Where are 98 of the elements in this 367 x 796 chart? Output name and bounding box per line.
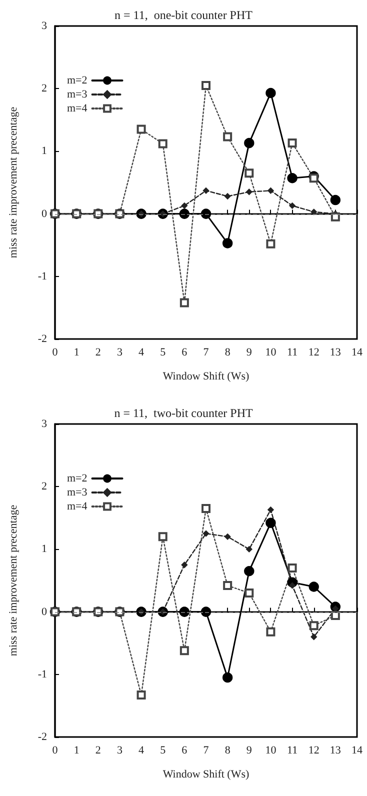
y-tick-label: 2 [42, 82, 47, 95]
y-tick-label: 3 [42, 20, 48, 32]
point [288, 138, 297, 148]
point [309, 174, 318, 183]
x-tick-label: 9 [246, 744, 252, 756]
point [180, 646, 189, 656]
point [310, 208, 317, 216]
x-axis-title: Window Shift (Ws) [162, 768, 250, 780]
x-tick-label: 0 [52, 346, 58, 358]
point [202, 188, 210, 194]
x-tick-label: 11 [286, 744, 298, 756]
point [246, 546, 252, 552]
point [223, 581, 232, 590]
x-tick-label: 10 [265, 744, 277, 756]
legend-label: m=3 [66, 486, 88, 498]
x-tick-label: 14 [352, 346, 363, 358]
x-tick-label: 4 [138, 744, 145, 756]
point [246, 188, 252, 195]
point [136, 690, 146, 700]
x-tick-label: 1 [74, 744, 80, 756]
point [224, 193, 231, 200]
point [266, 239, 276, 248]
x-tick-label: 9 [246, 346, 252, 358]
point [158, 139, 168, 148]
chart-title: n = 11, one-bit counter PHT [114, 8, 254, 22]
y-tick-label: -1 [38, 668, 47, 680]
legend-label: m=4 [66, 102, 88, 114]
point [180, 298, 189, 308]
point [309, 621, 318, 630]
x-tick-label: 13 [330, 744, 342, 756]
point [308, 582, 319, 592]
point [202, 80, 210, 90]
y-tick-label: -1 [38, 270, 47, 282]
point [200, 208, 212, 219]
x-tick-label: 4 [138, 346, 145, 358]
x-tick-label: 6 [182, 744, 188, 756]
x-tick-label: 2 [95, 346, 101, 358]
point [181, 562, 188, 568]
point [268, 188, 274, 194]
point [266, 627, 276, 636]
legend-label: m=2 [66, 472, 88, 484]
point [330, 194, 341, 206]
point [179, 606, 190, 617]
y-tick-label: 2 [42, 480, 47, 493]
point [223, 132, 232, 142]
y-axis-title: miss rate improvement precentage [8, 504, 20, 656]
x-axis-title: Window Shift (Ws) [162, 370, 250, 382]
x-tick-label: 2 [95, 744, 101, 756]
point [266, 518, 276, 528]
y-tick-label: 0 [42, 208, 48, 220]
x-tick-label: 11 [286, 346, 298, 358]
x-tick-label: 5 [160, 744, 166, 756]
legend-label: m=3 [66, 88, 88, 100]
y-axis-title: miss rate improvement precentage [8, 106, 20, 258]
point [287, 173, 298, 184]
point [244, 588, 254, 598]
point [244, 138, 254, 148]
y-tick-label: -2 [38, 333, 47, 345]
legend-label: m=4 [66, 500, 88, 512]
point [288, 563, 297, 572]
x-tick-label: 7 [203, 346, 210, 358]
y-tick-label: 3 [42, 418, 48, 430]
x-tick-label: 12 [308, 346, 320, 358]
point [244, 168, 254, 178]
x-tick-label: 7 [203, 744, 210, 756]
x-tick-label: 12 [308, 744, 320, 756]
point [179, 208, 190, 219]
point [289, 202, 296, 209]
point [158, 532, 168, 542]
point [181, 202, 188, 209]
legend-label: m=2 [66, 74, 88, 86]
y-tick-label: 0 [42, 606, 48, 618]
point [200, 606, 212, 617]
y-tick-label: -2 [38, 731, 47, 743]
x-tick-label: 6 [182, 346, 188, 358]
x-tick-label: 0 [52, 744, 58, 756]
point [310, 634, 317, 640]
x-tick-label: 3 [116, 346, 123, 358]
x-tick-label: 10 [265, 346, 277, 358]
point [136, 124, 146, 134]
point [202, 504, 210, 514]
point [268, 506, 274, 513]
point [244, 566, 254, 576]
y-tick-label: 1 [42, 543, 47, 556]
x-tick-label: 13 [330, 346, 342, 358]
chart-title: n = 11, two-bit counter PHT [114, 406, 254, 420]
point [202, 530, 210, 537]
x-tick-label: 8 [224, 744, 231, 756]
point [224, 534, 231, 540]
point [222, 672, 233, 683]
x-tick-label: 14 [352, 744, 363, 756]
x-tick-label: 5 [160, 346, 166, 358]
x-tick-label: 3 [116, 744, 123, 756]
point [266, 88, 276, 98]
point [222, 238, 233, 248]
y-tick-label: 1 [42, 145, 47, 158]
x-tick-label: 1 [74, 346, 80, 358]
x-tick-label: 8 [224, 346, 231, 358]
